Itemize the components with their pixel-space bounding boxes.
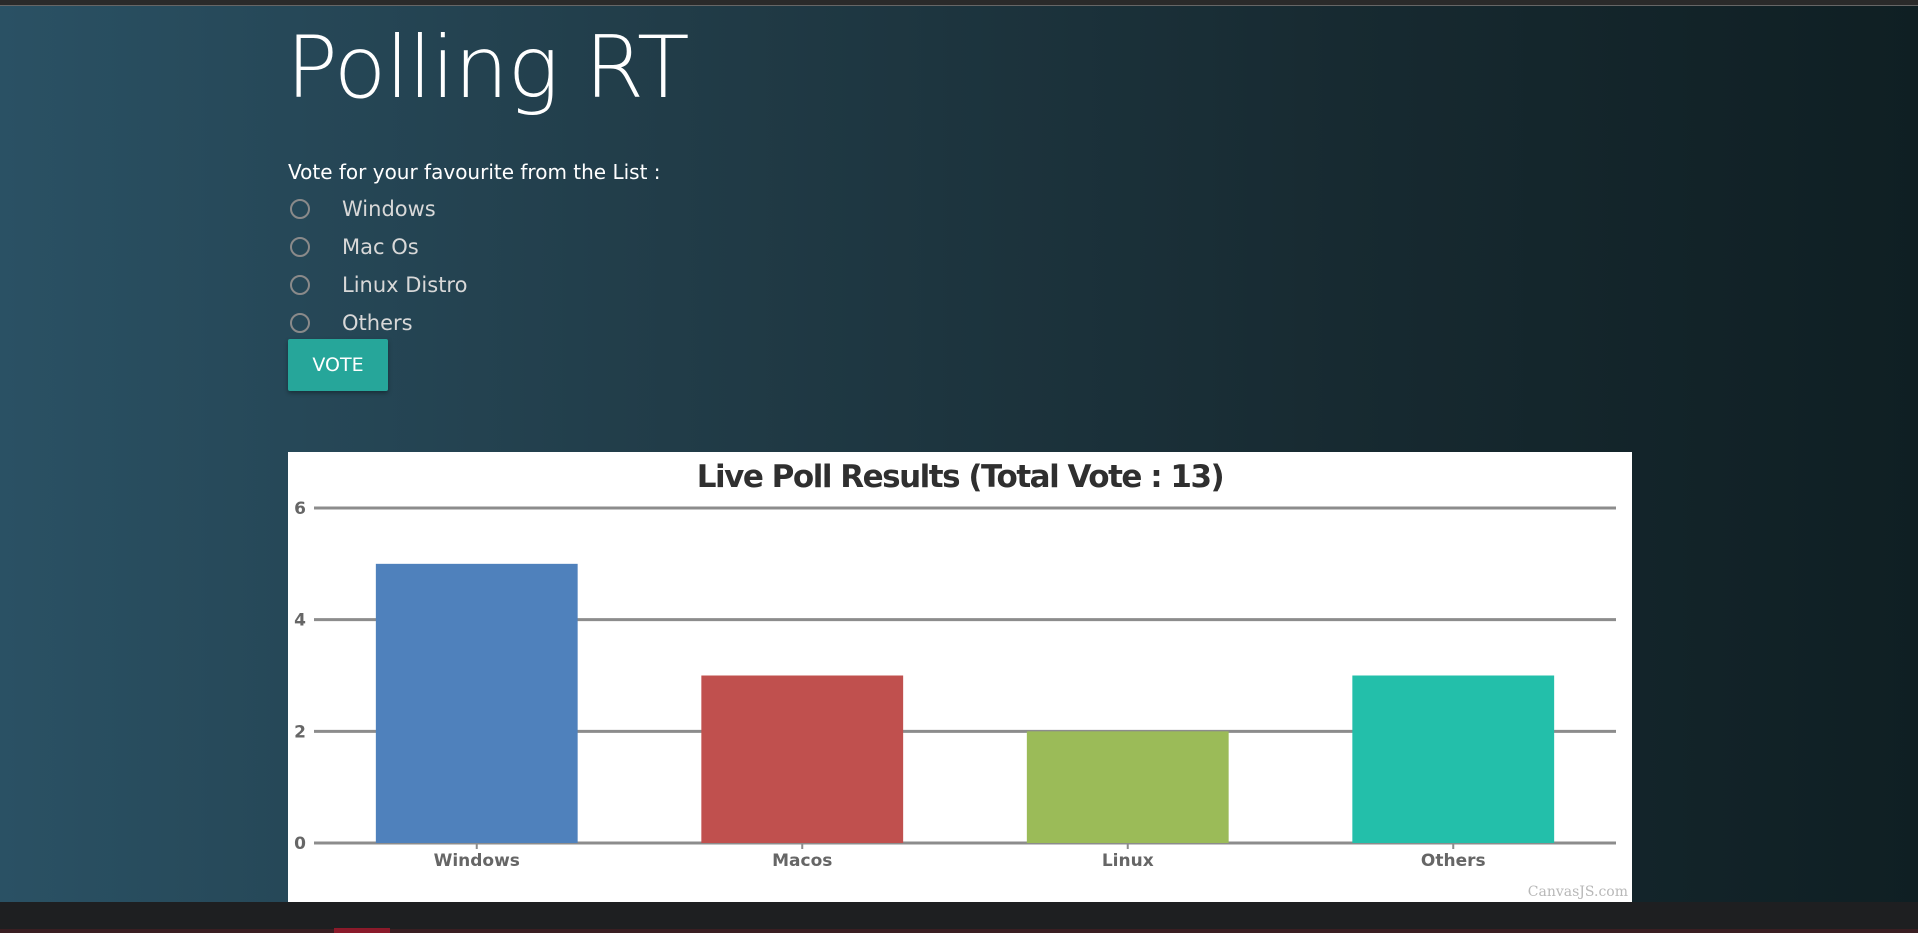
bars [375,563,1555,844]
radio-circle-icon[interactable] [290,313,310,333]
y-tick-label: 0 [294,834,306,854]
chart-title: Live Poll Results (Total Vote : 13) [697,459,1223,495]
y-tick-label: 4 [294,611,306,631]
radio-circle-icon[interactable] [290,199,310,219]
bar-chart-svg: Live Poll Results (Total Vote : 13) 0 2 4 6… [294,459,1616,871]
option-linux-distro[interactable]: Linux Distro [290,266,467,304]
option-windows[interactable]: Windows [290,190,467,228]
option-label[interactable]: Others [342,311,413,335]
option-others[interactable]: Others [290,304,467,342]
x-tick-label: Others [1421,851,1486,871]
y-tick-label: 2 [294,722,306,742]
bar-windows[interactable] [375,563,578,843]
x-tick-label: Macos [772,851,832,871]
bar-macos[interactable] [701,675,904,844]
x-tick-label: Windows [434,851,520,871]
taskbar [0,902,1918,933]
option-mac-os[interactable]: Mac Os [290,228,467,266]
option-label[interactable]: Windows [342,197,436,221]
axis-labels: 0 2 4 6 Windows Macos Linux Others [294,499,1485,871]
vote-button[interactable]: VOTE [288,339,388,391]
page-title: Polling RT [286,18,690,118]
radio-circle-icon[interactable] [290,275,310,295]
browser-top-strip [0,0,1918,6]
y-tick-label: 6 [294,499,306,519]
chart-credit: CanvasJS.com [1527,884,1628,900]
radio-circle-icon[interactable] [290,237,310,257]
vote-prompt: Vote for your favourite from the List : [288,160,661,184]
taskbar-accent [0,929,1918,933]
option-label[interactable]: Mac Os [342,235,419,259]
vote-options-list: Windows Mac Os Linux Distro Others [290,190,467,342]
x-tick-label: Linux [1102,851,1154,871]
option-label[interactable]: Linux Distro [342,273,468,297]
bar-others[interactable] [1352,675,1555,844]
taskbar-active-tab[interactable] [334,928,390,933]
bar-linux[interactable] [1026,731,1229,843]
poll-results-chart: Live Poll Results (Total Vote : 13) 0 2 4 6… [288,452,1632,902]
